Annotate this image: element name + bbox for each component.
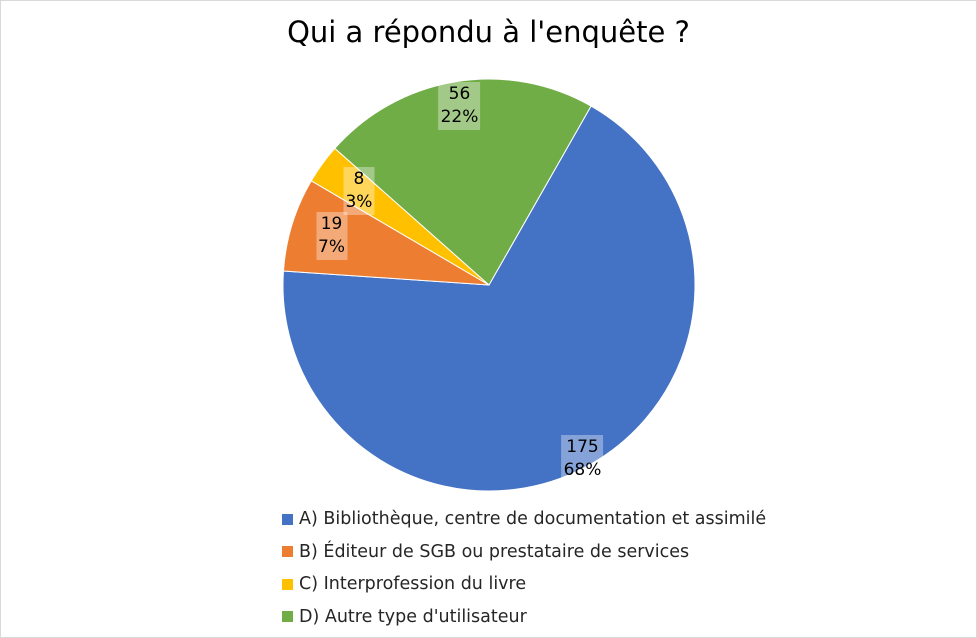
legend-swatch <box>282 513 293 525</box>
data-label-percent: 7% <box>318 237 346 258</box>
data-label-value: 56 <box>448 84 471 105</box>
data-label-a: 175 68% <box>561 435 604 484</box>
data-label-c: 8 3% <box>343 166 375 215</box>
data-label-value: 19 <box>320 214 343 235</box>
data-label-d: 56 22% <box>438 82 481 131</box>
data-label-percent: 3% <box>345 191 373 212</box>
data-label-value: 8 <box>353 168 365 189</box>
pie-slice-a <box>282 105 696 492</box>
legend-label: C) Interprofession du livre <box>299 574 527 595</box>
legend-label: B) Éditeur de SGB ou prestataire de serv… <box>299 541 690 562</box>
legend: A) Bibliothèque, centre de documentation… <box>282 503 766 633</box>
legend-item-c: C) Interprofession du livre <box>282 568 766 601</box>
legend-item-d: D) Autre type d'utilisateur <box>282 601 766 634</box>
legend-swatch <box>282 546 293 558</box>
legend-swatch <box>282 578 293 590</box>
legend-swatch <box>282 611 293 623</box>
chart-title: Qui a répondu à l'enquête ? <box>287 15 690 49</box>
data-label-percent: 68% <box>563 460 602 481</box>
legend-item-a: A) Bibliothèque, centre de documentation… <box>282 503 766 536</box>
legend-label: D) Autre type d'utilisateur <box>299 606 527 627</box>
pie-slice-d <box>334 78 592 286</box>
data-label-value: 175 <box>566 437 599 458</box>
data-label-b: 19 7% <box>316 212 348 261</box>
data-label-percent: 22% <box>440 107 479 128</box>
legend-item-b: B) Éditeur de SGB ou prestataire de serv… <box>282 536 766 569</box>
legend-label: A) Bibliothèque, centre de documentation… <box>299 509 767 530</box>
